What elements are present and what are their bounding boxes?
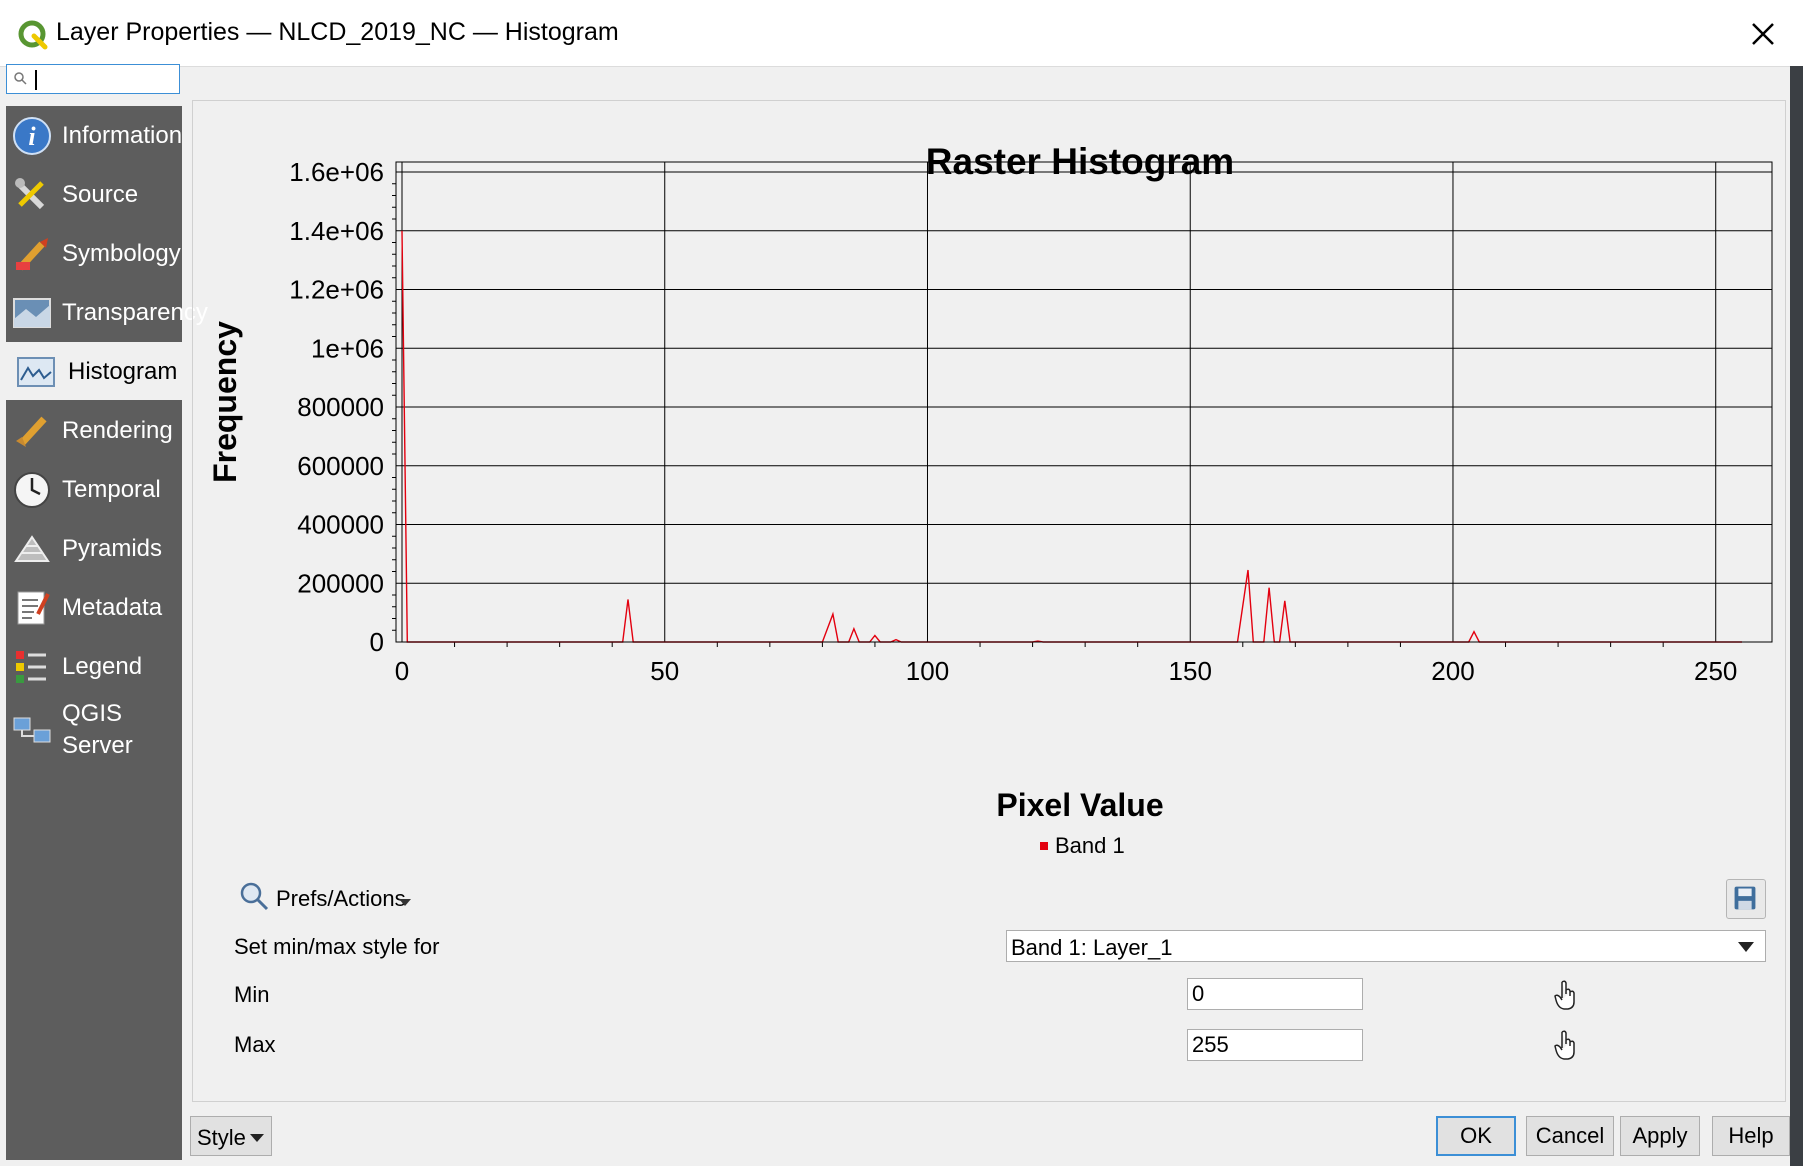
metadata-icon [17, 591, 50, 625]
histogram-icon [17, 357, 55, 387]
pyramids-icon [14, 535, 50, 562]
prefs-actions-label: Prefs/Actions [276, 886, 406, 911]
information-icon: i [13, 117, 51, 155]
cancel-button[interactable]: Cancel [1526, 1116, 1614, 1156]
sidebar-item-label: Metadata [62, 594, 163, 621]
chevron-down-icon [1738, 942, 1754, 952]
plot-frame [395, 161, 1773, 643]
save-icon [1734, 886, 1756, 910]
x-tick-label: 50 [650, 656, 679, 686]
rendering-brush-icon [16, 416, 47, 447]
search-icon [14, 72, 27, 85]
transparency-icon [13, 298, 51, 328]
sidebar-item-label: Transparency [62, 299, 208, 326]
x-tick-label: 150 [1169, 656, 1212, 686]
background-window-edge [1790, 66, 1803, 1166]
x-tick-label: 250 [1694, 656, 1737, 686]
ok-button[interactable]: OK [1436, 1116, 1516, 1156]
sidebar-item-label: Symbology [62, 240, 181, 267]
sidebar-item-symbology[interactable]: Symbology [6, 224, 182, 282]
min-field[interactable] [1187, 978, 1363, 1010]
band-1-series-line [401, 230, 1742, 643]
y-tick-label: 1.4e+06 [289, 216, 384, 246]
symbology-brush-icon [16, 238, 48, 271]
sidebar-item-histogram[interactable]: Histogram [6, 342, 182, 400]
y-tick-label: 800000 [297, 392, 384, 422]
source-wrench-icon [15, 178, 45, 210]
pick-max-hand-icon[interactable] [1550, 1028, 1582, 1062]
search-input[interactable] [6, 64, 180, 94]
y-tick-label: 1e+06 [311, 333, 384, 363]
sidebar-item-legend[interactable]: Legend [6, 637, 182, 695]
y-tick-label: 400000 [297, 510, 384, 540]
x-tick-label: 0 [395, 656, 409, 686]
sidebar-item-rendering[interactable]: Rendering [6, 401, 182, 459]
minmax-style-label: Set min/max style for [234, 934, 440, 959]
style-menu-button[interactable]: Style [190, 1116, 272, 1156]
sidebar-item-label: Source [62, 181, 139, 208]
legend-label: Band 1 [1055, 833, 1125, 858]
min-label: Min [234, 982, 270, 1007]
sidebar-item-label: Information [62, 122, 183, 149]
title-bar: Layer Properties — NLCD_2019_NC — Histog… [0, 0, 1803, 67]
sidebar-item-label: Pyramids [62, 535, 163, 562]
y-tick-label: 600000 [297, 451, 384, 481]
sidebar-item-label: QGIS Server [62, 700, 133, 759]
prefs-magnifier-icon [240, 882, 269, 911]
close-icon[interactable] [1743, 14, 1783, 54]
sidebar-item-label: Histogram [68, 358, 178, 385]
legend-swatch [1040, 842, 1048, 850]
max-label: Max [234, 1032, 276, 1057]
text-caret [35, 70, 37, 90]
chevron-down-icon [399, 899, 411, 906]
y-tick-label: 200000 [297, 568, 384, 598]
sidebar-item-label: Rendering [62, 417, 173, 444]
sidebar-item-source[interactable]: Source [6, 165, 182, 223]
x-tick-label: 200 [1431, 656, 1474, 686]
server-icon [13, 717, 51, 743]
chart-canvas: Raster Histogram 02000004000006000008000… [207, 141, 1773, 858]
x-tick-label: 100 [906, 656, 949, 686]
save-histogram-button[interactable] [1726, 879, 1766, 919]
sidebar-item-temporal[interactable]: Temporal [6, 460, 182, 518]
histogram-panel [192, 100, 1786, 1102]
band-select[interactable]: Band 1: Layer_1 [1006, 930, 1766, 962]
sidebar-item-qgis-server[interactable]: QGIS Server [6, 696, 182, 760]
help-button[interactable]: Help [1712, 1116, 1790, 1156]
raster-histogram-chart: Raster Histogram 0 200000 400000 600000 8000… [200, 120, 1780, 870]
sidebar-item-label: Temporal [62, 476, 161, 503]
sidebar-item-transparency[interactable]: Transparency [6, 283, 208, 341]
sidebar-item-pyramids[interactable]: Pyramids [6, 519, 182, 577]
apply-button[interactable]: Apply [1620, 1116, 1700, 1156]
sidebar-item-information[interactable]: i Information [6, 106, 182, 164]
y-tick-label: 1.6e+06 [289, 157, 384, 187]
sidebar-item-label: Legend [62, 653, 143, 680]
style-label: Style [197, 1125, 246, 1150]
band-select-value: Band 1: Layer_1 [1011, 935, 1173, 960]
clock-icon [14, 472, 50, 508]
y-axis-label: Frequency [207, 321, 243, 483]
x-axis-label: Pixel Value [996, 787, 1163, 823]
window-title: Layer Properties — NLCD_2019_NC — Histog… [56, 18, 619, 46]
y-tick-label: 1.2e+06 [289, 275, 384, 305]
sidebar: i Information Source Symbology [6, 106, 208, 1160]
sidebar-item-metadata[interactable]: Metadata [6, 578, 182, 636]
pick-min-hand-icon[interactable] [1550, 978, 1582, 1012]
y-tick-label: 0 [370, 627, 384, 657]
chevron-down-icon [250, 1134, 264, 1142]
qgis-logo-icon [18, 20, 48, 50]
max-field[interactable] [1187, 1029, 1363, 1061]
legend-icon [16, 651, 46, 683]
svg-text:i: i [28, 122, 36, 151]
